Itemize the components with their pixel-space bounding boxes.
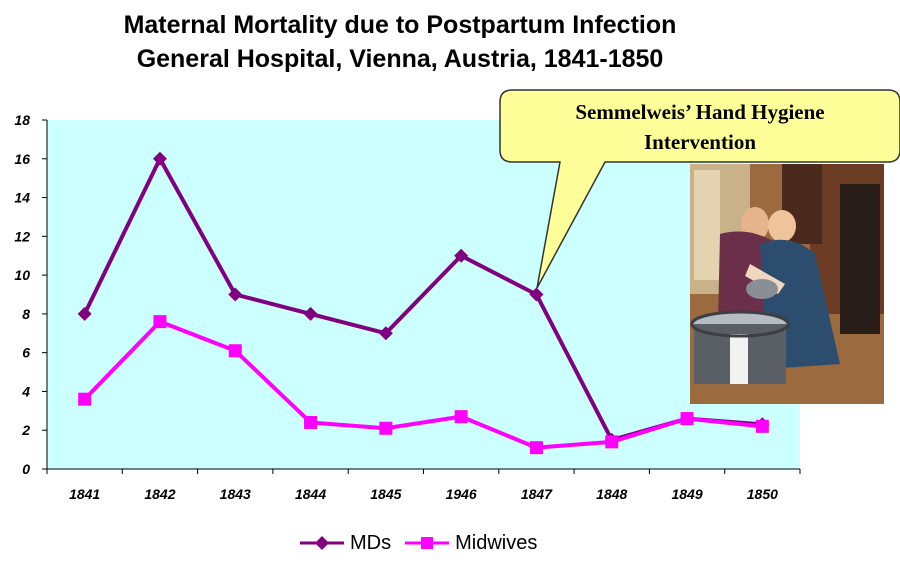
data-point-mds (378, 326, 393, 341)
x-tick-label: 1843 (220, 486, 251, 502)
data-point-mds (77, 306, 92, 321)
chart-title: Maternal Mortality due to Postpartum Inf… (0, 8, 800, 76)
hand-washing-illustration-art (690, 164, 884, 404)
y-tick-label: 0 (22, 461, 30, 477)
callout-line-2: Intervention (644, 130, 756, 154)
x-tick-label: 1842 (144, 486, 175, 502)
data-point-midwives (529, 441, 543, 455)
data-point-mds (152, 151, 167, 166)
y-tick-label: 6 (22, 345, 30, 361)
callout-shape (499, 89, 900, 289)
legend: MDs Midwives (300, 528, 551, 558)
data-point-mds (303, 306, 318, 321)
x-tick-label: 1848 (596, 486, 627, 502)
data-point-midwives (153, 315, 167, 329)
y-tick-label: 4 (21, 383, 30, 399)
x-tick-label: 1844 (295, 486, 326, 502)
series-layer (77, 151, 770, 455)
data-point-midwives (78, 392, 92, 406)
x-tick-label: 1946 (446, 486, 477, 502)
data-point-mds (529, 287, 544, 302)
y-tick-label: 18 (14, 112, 30, 128)
chart-title-line-1: Maternal Mortality due to Postpartum Inf… (123, 11, 677, 39)
legend-label-midwives: Midwives (455, 531, 538, 554)
y-tick-label: 14 (14, 190, 30, 206)
data-point-midwives (454, 410, 468, 424)
y-tick-label: 10 (14, 267, 30, 283)
data-point-midwives (379, 421, 393, 435)
data-point-midwives (304, 415, 318, 429)
y-tick-label: 8 (22, 306, 30, 322)
y-tick-label: 16 (14, 151, 30, 167)
legend-label-mds: MDs (350, 531, 392, 554)
y-tick-label: 2 (21, 422, 30, 438)
axes: 0 2 4 6 8 10 12 14 16 18 1841 1842 1843 1844 1845 1946 1… (14, 112, 801, 502)
x-tick-label: 1841 (69, 486, 100, 502)
chart-title-line-2: General Hospital, Vienna, Austria, 1841-… (136, 45, 664, 73)
legend-item-midwives[interactable]: Midwives (405, 532, 537, 555)
data-point-midwives (755, 419, 769, 433)
legend-square-icon (405, 537, 450, 549)
data-point-midwives (228, 344, 242, 358)
legend-diamond-icon (300, 536, 344, 550)
x-tick-label: 1849 (671, 486, 702, 502)
data-point-mds (454, 248, 469, 263)
data-point-midwives (605, 435, 619, 449)
x-tick-label: 1850 (747, 486, 778, 502)
callout-line-1: Semmelweis’ Hand Hygiene (575, 100, 825, 124)
x-tick-label: 1845 (370, 486, 401, 502)
data-point-midwives (680, 412, 694, 426)
y-tick-label: 12 (14, 228, 30, 244)
data-point-mds (228, 287, 243, 302)
callout-text: Semmelweis’ Hand Hygiene Intervention (505, 97, 895, 157)
legend-item-mds[interactable]: MDs (300, 532, 391, 555)
x-tick-label: 1847 (521, 486, 553, 502)
hand-washing-illustration (690, 164, 884, 404)
callout-bubble (499, 89, 900, 289)
series-line-midwives (83, 319, 763, 450)
